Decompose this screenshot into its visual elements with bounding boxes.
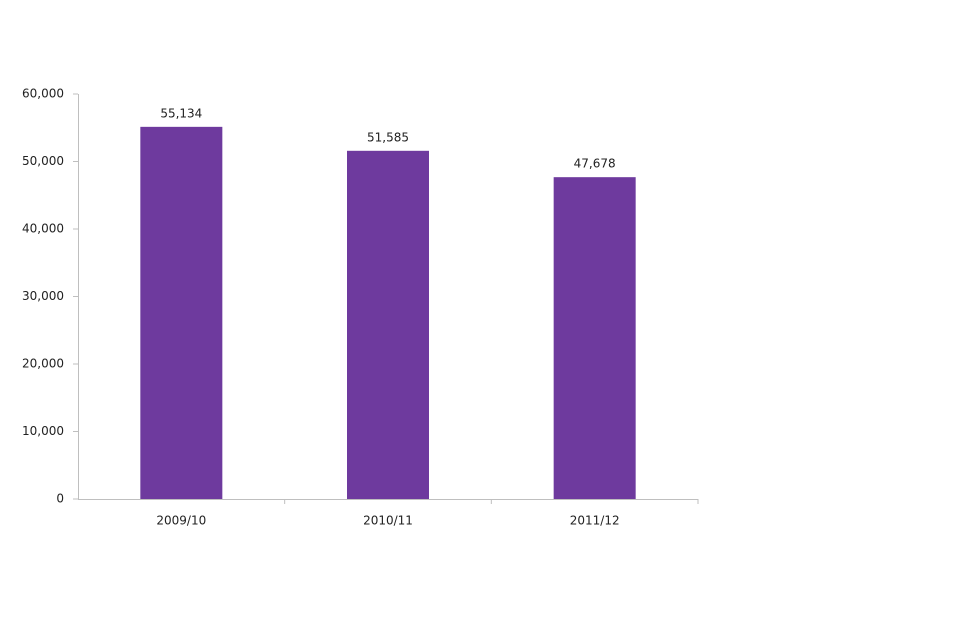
y-tick-label: 10,000: [22, 424, 64, 438]
y-tick-label: 30,000: [22, 289, 64, 303]
y-tick-label: 60,000: [22, 87, 64, 101]
x-tick-label: 2010/11: [363, 514, 413, 528]
x-tick-label: 2011/12: [570, 514, 620, 528]
bar: [347, 150, 429, 499]
value-label: 47,678: [574, 157, 616, 171]
bar: [140, 126, 223, 500]
y-tick-label: 40,000: [22, 222, 64, 236]
value-label: 55,134: [160, 106, 202, 120]
y-tick-label: 20,000: [22, 357, 64, 371]
x-tick-label: 2009/10: [156, 514, 206, 528]
value-label: 51,585: [367, 130, 409, 144]
bar: [553, 177, 636, 499]
y-tick-label: 0: [56, 492, 64, 506]
y-tick-label: 50,000: [22, 154, 64, 168]
